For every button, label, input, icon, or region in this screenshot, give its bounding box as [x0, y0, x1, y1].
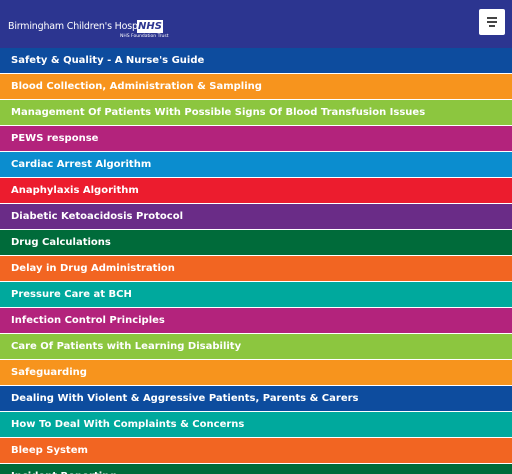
menu-item[interactable]: How To Deal With Complaints & Concerns [0, 412, 512, 437]
menu-item[interactable]: Drug Calculations [0, 230, 512, 255]
header: Birmingham Children's Hospital NHS NHS F… [0, 0, 512, 48]
menu-item[interactable]: PEWS response [0, 126, 512, 151]
logo-name: Birmingham Children's Hospital [8, 21, 152, 32]
logo-nhs: NHS [137, 20, 163, 33]
menu-item[interactable]: Blood Collection, Administration & Sampl… [0, 74, 512, 99]
menu-item[interactable]: Bleep System [0, 438, 512, 463]
menu-button[interactable] [479, 9, 505, 35]
logo-trust: NHS Foundation Trust [120, 34, 169, 39]
menu-item[interactable]: Management Of Patients With Possible Sig… [0, 100, 512, 125]
menu-item[interactable]: Delay in Drug Administration [0, 256, 512, 281]
menu-item[interactable]: Safeguarding [0, 360, 512, 385]
menu-item[interactable]: Incident Reporting [0, 464, 512, 474]
menu-icon-bar [489, 25, 495, 27]
menu-icon-bar [487, 17, 497, 19]
menu-item[interactable]: Anaphylaxis Algorithm [0, 178, 512, 203]
menu-item[interactable]: Safety & Quality - A Nurse's Guide [0, 48, 512, 73]
menu-item[interactable]: Care Of Patients with Learning Disabilit… [0, 334, 512, 359]
menu-item[interactable]: Pressure Care at BCH [0, 282, 512, 307]
menu-item[interactable]: Dealing With Violent & Aggressive Patien… [0, 386, 512, 411]
menu-item[interactable]: Cardiac Arrest Algorithm [0, 152, 512, 177]
menu-item[interactable]: Diabetic Ketoacidosis Protocol [0, 204, 512, 229]
menu-item[interactable]: Infection Control Principles [0, 308, 512, 333]
menu-icon-bar [487, 21, 497, 23]
